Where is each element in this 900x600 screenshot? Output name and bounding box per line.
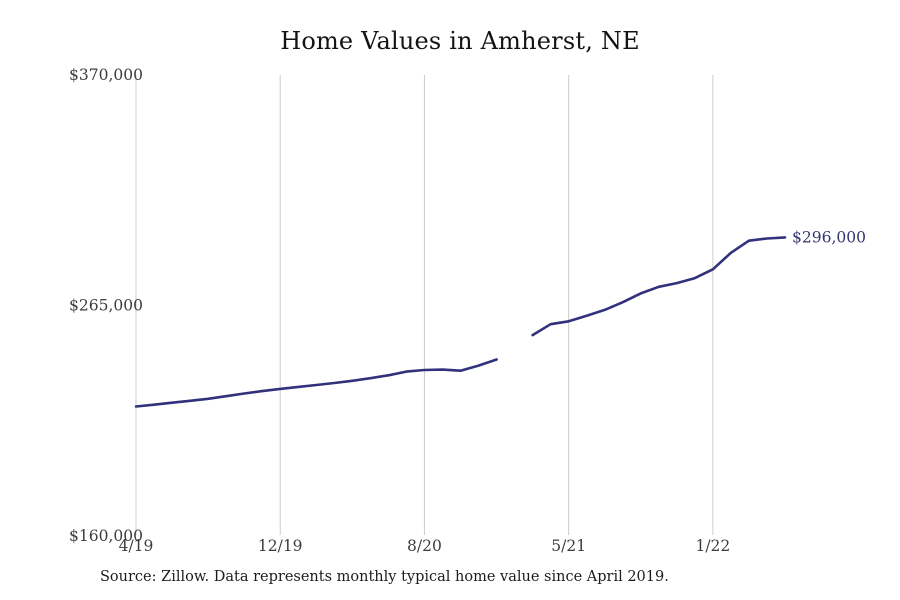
x-axis-label: 8/20: [407, 537, 442, 555]
y-axis-label: $370,000: [69, 66, 143, 84]
chart-title: Home Values in Amherst, NE: [280, 27, 640, 55]
end-value-label: $296,000: [792, 228, 866, 246]
x-axis-label: 1/22: [695, 537, 730, 555]
home-value-line: [134, 236, 787, 408]
source-note: Source: Zillow. Data represents monthly …: [100, 569, 669, 585]
y-axis-label: $265,000: [69, 297, 143, 315]
x-axis-label: 5/21: [551, 537, 586, 555]
x-axis-label: 12/19: [258, 537, 303, 555]
y-axis-label: $160,000: [69, 527, 143, 545]
x-axis-label: 4/19: [119, 537, 154, 555]
